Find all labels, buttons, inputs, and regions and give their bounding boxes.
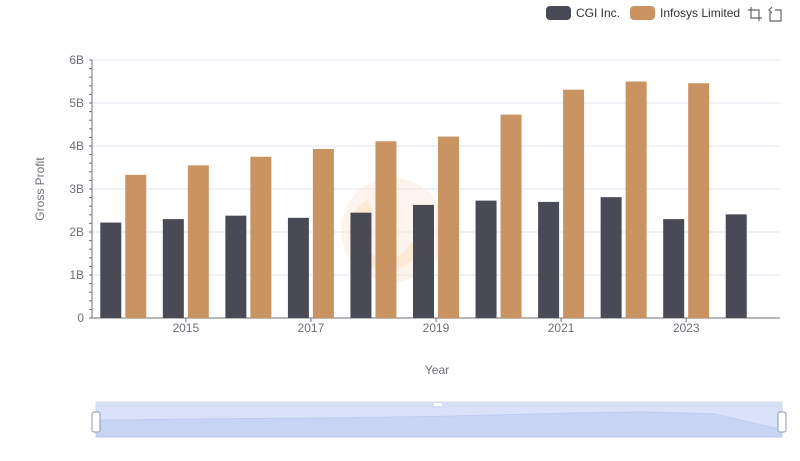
x-tick-label: 2023	[673, 321, 700, 335]
restore-icon[interactable]	[767, 6, 783, 22]
y-tick-label: 2B	[69, 225, 84, 239]
legend-label-cgi: CGI Inc.	[576, 6, 621, 20]
bar-cgi-2015[interactable]	[162, 219, 184, 318]
data-zoom-left-handle[interactable]	[91, 411, 101, 433]
zoom-icon[interactable]	[747, 6, 763, 22]
bar-infosys-2017[interactable]	[312, 149, 334, 318]
bar-infosys-2014[interactable]	[125, 174, 147, 318]
x-tick-label: 2015	[172, 321, 199, 335]
y-tick-label: 1B	[69, 268, 84, 282]
bar-cgi-2021[interactable]	[538, 201, 560, 318]
bar-infosys-2021[interactable]	[563, 89, 585, 318]
x-tick-label: 2017	[298, 321, 325, 335]
y-tick-label: 6B	[69, 53, 84, 67]
x-axis-label: Year	[425, 363, 449, 377]
bar-cgi-2020[interactable]	[475, 200, 497, 318]
x-axis: 2015 2017 2019 2021 2023	[92, 317, 780, 335]
data-zoom-move-grip-icon[interactable]	[434, 403, 442, 406]
bar-cgi-2024[interactable]	[725, 214, 747, 318]
bar-cgi-2017[interactable]	[287, 217, 309, 318]
bar-infosys-2020[interactable]	[500, 114, 522, 318]
bar-cgi-2016[interactable]	[225, 215, 247, 318]
x-tick-label: 2019	[423, 321, 450, 335]
bar-infosys-2022[interactable]	[625, 81, 647, 319]
toolbox	[747, 6, 787, 22]
bar-infosys-2015[interactable]	[187, 165, 209, 318]
bar-infosys-2023[interactable]	[688, 83, 710, 318]
bar-cgi-2019[interactable]	[413, 204, 434, 318]
bars	[100, 81, 747, 319]
bar-infosys-2018[interactable]	[375, 141, 397, 318]
data-zoom-slider[interactable]	[91, 401, 787, 438]
data-zoom-selected-range	[96, 408, 782, 437]
bar-infosys-2016[interactable]	[250, 156, 272, 318]
bar-cgi-2023[interactable]	[663, 219, 685, 318]
y-tick-label: 4B	[69, 139, 84, 153]
y-tick-label: 3B	[69, 182, 84, 196]
y-axis-label: Gross Profit	[33, 157, 47, 221]
data-zoom-preview-line	[95, 411, 783, 438]
legend-item-infosys[interactable]: Infosys Limited	[630, 6, 740, 20]
data-zoom-right-handle[interactable]	[777, 411, 787, 433]
legend-swatch-cgi	[546, 6, 571, 20]
legend-swatch-infosys	[630, 6, 656, 20]
legend-label-infosys: Infosys Limited	[660, 6, 741, 20]
bar-cgi-2022[interactable]	[600, 197, 622, 318]
legend-item-cgi[interactable]: CGI Inc.	[546, 6, 620, 20]
bar-infosys-2019[interactable]	[438, 136, 459, 318]
bar-cgi-2018[interactable]	[350, 212, 372, 318]
legend: CGI Inc. Infosys Limited	[546, 4, 750, 22]
y-tick-label: 0	[77, 311, 84, 325]
bar-cgi-2014[interactable]	[100, 222, 122, 318]
x-tick-label: 2021	[548, 321, 575, 335]
y-axis: 0 1B 2B 3B 4B 5B 6B	[69, 53, 93, 325]
y-tick-label: 5B	[69, 96, 84, 110]
